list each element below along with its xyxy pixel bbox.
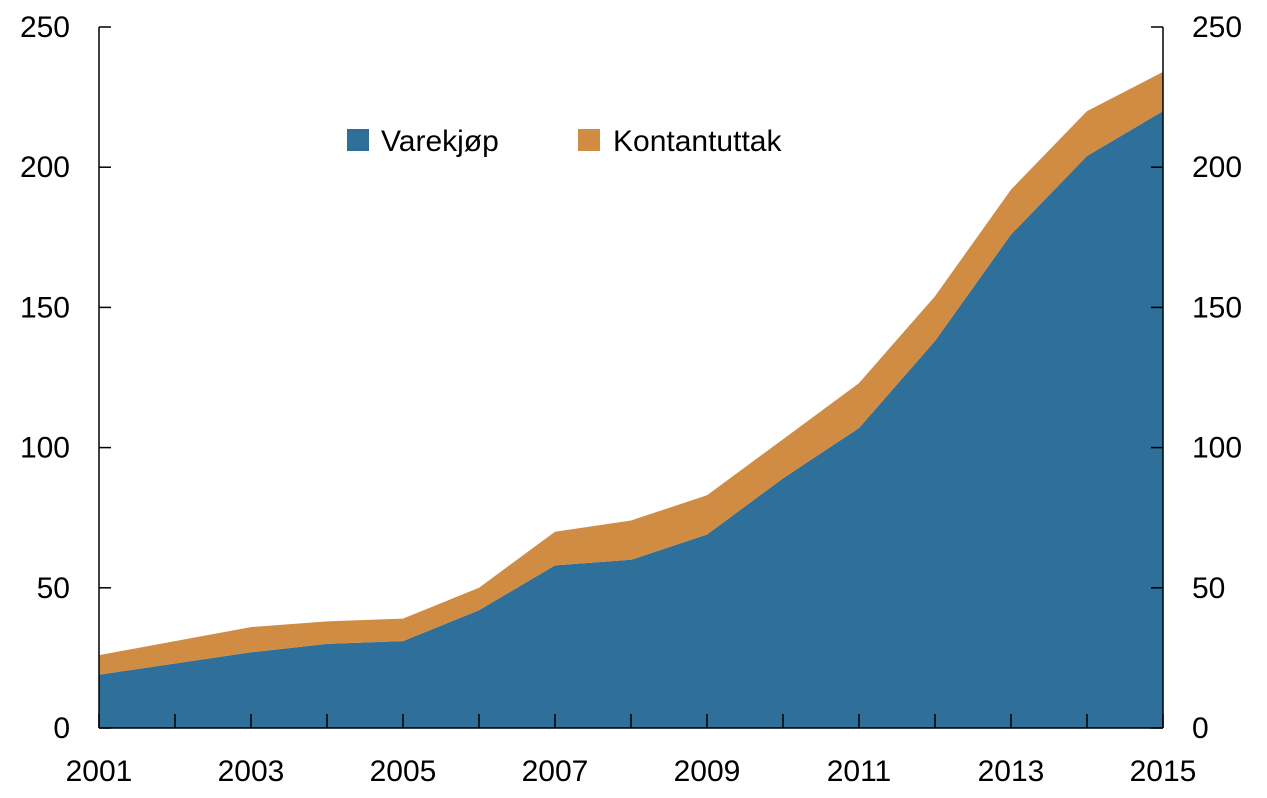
legend-swatch-varekjop [347,129,369,151]
x-tick-label: 2007 [522,755,589,788]
x-tick-label: 2001 [66,755,133,788]
y-tick-label-right: 150 [1192,291,1242,324]
area-kontantuttak [99,71,1163,675]
y-tick-label-right: 100 [1192,432,1242,465]
legend-label-varekjop: Varekjøp [381,125,499,158]
legend-label-kontantuttak: Kontantuttak [613,125,782,158]
y-tick-label-right: 250 [1192,11,1242,44]
y-axis-right: 0 50 100 150 200 250 [1151,11,1242,745]
y-tick-label-left: 50 [37,572,70,605]
y-tick-label-left: 250 [20,11,70,44]
area-varekjop [99,111,1163,729]
legend: Varekjøp Kontantuttak [347,125,782,158]
y-tick-label-left: 150 [20,291,70,324]
x-tick-label: 2015 [1130,755,1197,788]
x-tick-label: 2011 [827,755,892,788]
legend-swatch-kontantuttak [578,129,600,151]
y-tick-label-right: 0 [1192,712,1209,745]
y-axis-left: 0 50 100 150 200 250 [20,11,111,745]
y-tick-label-left: 0 [53,712,70,745]
y-tick-label-left: 200 [20,151,70,184]
x-tick-label: 2005 [370,755,437,788]
y-tick-label-right: 50 [1192,572,1225,605]
x-axis: 2001 2003 2005 2007 2009 2011 2013 2015 [66,714,1197,788]
x-tick-label: 2009 [674,755,741,788]
chart-areas [99,71,1163,729]
y-tick-label-left: 100 [20,432,70,465]
x-tick-label: 2003 [218,755,285,788]
x-tick-label: 2013 [978,755,1045,788]
y-tick-label-right: 200 [1192,151,1242,184]
